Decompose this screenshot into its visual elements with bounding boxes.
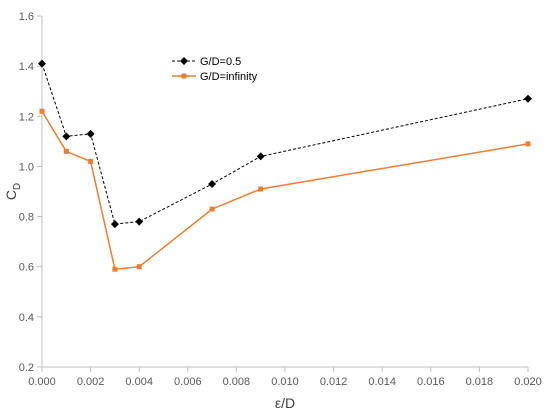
data-point-diamond [208,179,217,188]
x-tick-label: 0.016 [417,376,445,388]
series-2 [39,108,531,272]
axes [41,16,528,368]
y-tick-label: 0.6 [19,262,34,274]
data-point-diamond [524,94,532,103]
x-tick-label: 0.004 [125,376,153,388]
y-axis-title: CD [3,183,23,200]
legend: G/D=0.5 G/D=infinity [172,56,258,83]
legend-label: G/D=0.5 [200,56,241,68]
data-point-square [88,158,94,164]
tick-labels: 0.000 0.002 0.004 0.006 0.008 0.010 0.012 0.014… [19,11,542,388]
x-axis-title: ε/D [275,395,295,411]
legend-item: G/D=infinity [172,71,258,83]
y-tick-label: 1.0 [19,161,34,173]
legend-marker-diamond [180,57,188,65]
y-tick-label: 1.2 [19,111,34,123]
legend-marker-square [181,73,187,79]
x-tick-label: 0.014 [368,376,396,388]
data-point-diamond [38,59,46,68]
data-point-square [258,186,264,192]
y-axis-title-subscript: D [12,183,23,190]
data-point-square [209,206,215,212]
y-tick-label: 1.6 [19,11,34,23]
legend-label: G/D=infinity [200,71,258,83]
x-tick-label: 0.000 [28,376,56,388]
data-point-diamond [62,132,71,141]
y-tick-label: 0.8 [19,212,34,224]
x-tick-label: 0.020 [514,376,542,388]
y-tick-label: 1.4 [19,61,34,73]
y-tick-label: 0.4 [19,312,34,324]
x-tick-label: 0.012 [320,376,348,388]
x-tick-label: 0.018 [466,376,494,388]
data-point-diamond [256,152,265,161]
series-line [41,110,529,271]
data-point-diamond [86,129,95,138]
data-point-diamond [110,220,119,229]
x-tick-label: 0.008 [223,376,251,388]
x-tick-label: 0.010 [271,376,299,388]
legend-item: G/D=0.5 [172,56,241,68]
data-point-diamond [135,217,144,226]
data-point-square [525,141,531,147]
data-point-square [136,264,142,270]
series-1 [38,59,532,229]
series-layer [38,59,532,272]
x-tick-label: 0.002 [77,376,105,388]
x-tick-label: 0.006 [174,376,202,388]
y-tick-label: 0.2 [19,362,34,374]
data-point-square [39,108,45,114]
data-point-square [112,266,118,272]
y-axis-title-main: C [3,190,19,200]
series-line [41,63,529,225]
data-point-square [63,148,69,154]
